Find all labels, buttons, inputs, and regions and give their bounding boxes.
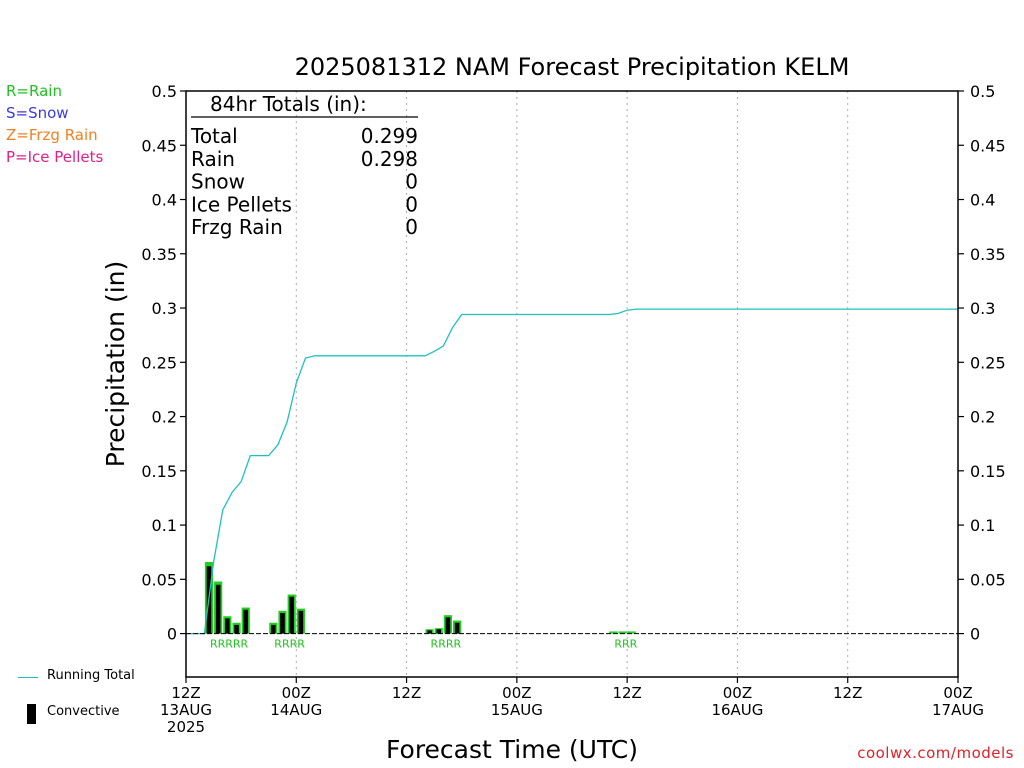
y-tick-label-left: 0.05: [141, 570, 177, 589]
gridlines: [295, 91, 849, 677]
legend-rain: R=Rain: [6, 82, 62, 100]
y-tick-label-right: 0.35: [970, 245, 1006, 264]
y-tick-label-right: 0.3: [970, 299, 995, 318]
totals-box: 84hr Totals (in): Total 0.299 Rain 0.298 Snow…: [190, 92, 418, 239]
y-tick-label-right: 0.45: [970, 136, 1006, 155]
chart-title: 2025081312 NAM Forecast Precipitation KE…: [295, 53, 850, 81]
y-tick-label-right: 0.5: [970, 82, 995, 101]
y-tick-label-right: 0.25: [970, 353, 1006, 372]
plot-frame: [185, 90, 959, 678]
x-tick-label: 17AUG: [932, 701, 984, 719]
totals-title: 84hr Totals (in):: [210, 92, 367, 116]
y-tick-label-left: 0.25: [141, 353, 177, 372]
credit-link[interactable]: coolwx.com/models: [857, 744, 1014, 762]
x-tick-label: 12Z: [392, 684, 421, 702]
totals-row-value: 0.299: [361, 124, 418, 148]
convective-bar: [271, 624, 276, 634]
x-tick-label: 2025: [167, 718, 205, 736]
convective-swatch: [27, 704, 36, 724]
x-tick-label: 15AUG: [491, 701, 543, 719]
y-tick-label-left: 0.1: [152, 516, 177, 535]
convective-bar: [427, 630, 432, 634]
precip-bars: [204, 561, 636, 634]
rain-type-marker: RRR: [614, 638, 637, 651]
x-tick-label: 00Z: [282, 684, 311, 702]
totals-row-value: 0.298: [361, 147, 418, 171]
convective-bar: [298, 610, 304, 634]
totals-row-label: Frzg Rain: [191, 215, 283, 239]
totals-row-label: Rain: [191, 147, 235, 171]
axes: [180, 90, 964, 683]
legend-convective-label: Convective: [47, 704, 120, 719]
y-tick-label-left: 0.15: [141, 462, 177, 481]
totals-row-label: Snow: [191, 170, 245, 194]
y-tick-label-left: 0.3: [152, 299, 177, 318]
running-total-line: [186, 308, 958, 635]
y-axis-label: Precipitation (in): [101, 261, 130, 468]
rain-type-marker: RRRR: [274, 638, 305, 651]
y-tick-label-left: 0.4: [152, 191, 177, 210]
x-tick-label: 16AUG: [711, 701, 763, 719]
x-tick-label: 00Z: [723, 684, 752, 702]
y-tick-label-right: 0.1: [970, 516, 995, 535]
convective-bar: [243, 609, 249, 634]
x-tick-label: 00Z: [943, 684, 972, 702]
running-total-swatch: [18, 677, 38, 678]
y-tick-label-right: 0.2: [970, 408, 995, 427]
y-tick-label-left: 0.45: [141, 136, 177, 155]
totals-row-value: 0: [405, 215, 418, 239]
y-tick-label-right: 0: [970, 625, 980, 644]
convective-bar: [225, 618, 230, 634]
y-tick-label-left: 0: [167, 625, 177, 644]
totals-row-label: Ice Pellets: [191, 192, 292, 216]
convective-bar: [234, 624, 239, 634]
y-tick-label-right: 0.05: [970, 570, 1006, 589]
y-tick-label-right: 0.15: [970, 462, 1006, 481]
legend-snow: S=Snow: [6, 104, 69, 122]
precip-bar: [618, 631, 627, 634]
y-tick-label-left: 0.35: [141, 245, 177, 264]
running-total-series: [186, 308, 958, 635]
rain-type-marker: RRRRR: [210, 638, 249, 651]
convective-bar: [436, 629, 442, 634]
x-tick-label: 12Z: [833, 684, 862, 702]
x-tick-label: 12Z: [171, 684, 200, 702]
x-tick-label: 14AUG: [270, 701, 322, 719]
legend-running-total-label: Running Total: [47, 668, 135, 683]
precip-bar: [609, 631, 618, 634]
convective-bar: [289, 596, 294, 634]
convective-bar: [215, 584, 221, 634]
legend-ice-pellets: P=Ice Pellets: [6, 148, 104, 166]
convective-bar: [280, 612, 285, 634]
x-axis-label: Forecast Time (UTC): [386, 735, 638, 764]
x-tick-label: 00Z: [502, 684, 531, 702]
y-tick-label-left: 0.2: [152, 408, 177, 427]
y-tick-label-right: 0.4: [970, 191, 995, 210]
legend-freezing-rain: Z=Frzg Rain: [6, 126, 98, 144]
totals-row-value: 0: [405, 170, 418, 194]
precip-bar: [627, 631, 636, 634]
totals-row-value: 0: [405, 192, 418, 216]
rain-type-marker: RRRR: [431, 638, 462, 651]
totals-row-label: Total: [190, 124, 238, 148]
convective-bar: [454, 622, 460, 634]
x-tick-label: 13AUG: [160, 701, 212, 719]
y-tick-label-left: 0.5: [152, 82, 177, 101]
precip-type-legend: R=Rain S=Snow Z=Frzg Rain P=Ice Pellets: [6, 80, 103, 168]
x-tick-label: 12Z: [612, 684, 641, 702]
convective-bar: [445, 617, 451, 634]
